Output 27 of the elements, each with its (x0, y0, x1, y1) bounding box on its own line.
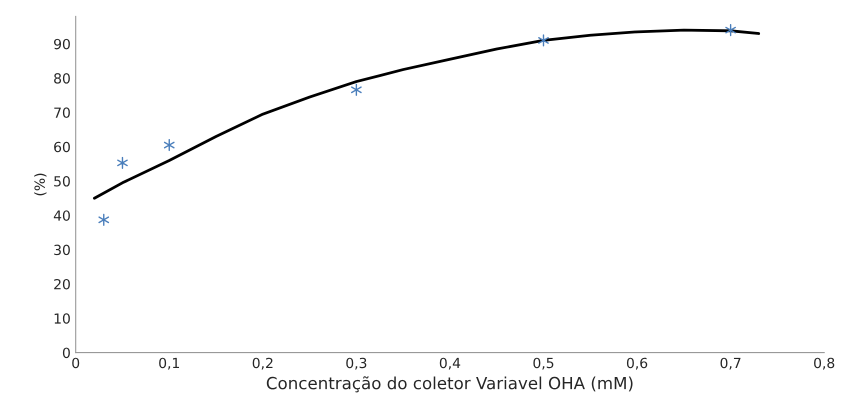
x-tick-label: 0,2 (252, 358, 272, 370)
y-tick-label: 10 (54, 313, 70, 324)
point (117, 156, 128, 169)
y-tick-label: 50 (54, 176, 70, 187)
point (351, 84, 362, 96)
x-tick-label: 0,3 (346, 358, 366, 370)
x-tick-label: 0,7 (720, 358, 740, 370)
y-tick-label: 80 (54, 73, 70, 84)
x-tick-label: 0,5 (533, 358, 554, 370)
y-tick-label: 40 (54, 210, 70, 221)
point (164, 138, 175, 152)
point (725, 24, 736, 36)
y-tick-label: 90 (54, 38, 70, 50)
x-tick-label: 0 (72, 358, 80, 368)
x-tick-label: 0,4 (440, 358, 460, 370)
y-tick-label: 70 (54, 107, 70, 118)
y-tick-label: 60 (54, 142, 70, 152)
point (538, 34, 549, 46)
y-tick-label: 20 (54, 278, 70, 290)
point (98, 214, 110, 226)
y-tick-label: 30 (54, 244, 70, 256)
y-tick-label: 0 (62, 348, 70, 358)
x-axis-title: Concentração do coletor Variavel OHA (mM) (266, 376, 633, 392)
x-tick-label: 0,6 (626, 358, 648, 370)
x-tick-label: 0,1 (159, 358, 180, 370)
x-tick-label: 0,8 (814, 358, 834, 370)
y-axis-title: (%) (34, 174, 47, 196)
